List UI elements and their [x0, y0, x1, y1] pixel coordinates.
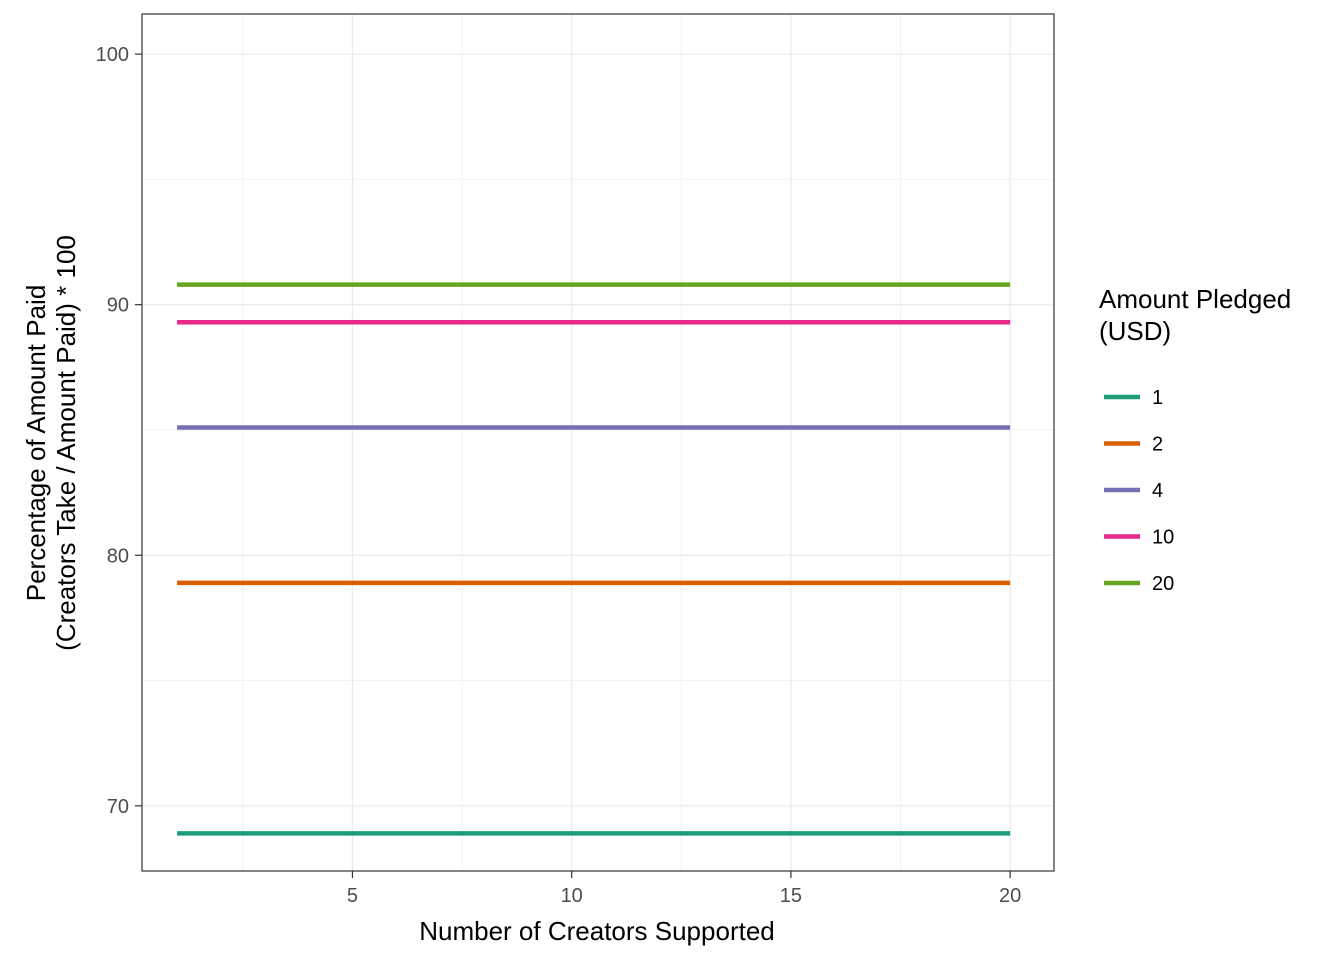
x-axis-title: Number of Creators Supported	[419, 916, 775, 946]
legend-item: 1	[1104, 387, 1163, 409]
x-tick-label: 15	[780, 885, 802, 907]
x-tick-label: 10	[561, 885, 583, 907]
y-tick-label: 90	[107, 295, 129, 317]
major-gridlines	[142, 14, 1054, 871]
panel-border	[141, 13, 1055, 872]
legend-item: 10	[1104, 527, 1174, 549]
legend-item: 2	[1104, 434, 1163, 456]
y-tick-label: 80	[107, 545, 129, 567]
x-tick-label: 20	[999, 885, 1021, 907]
y-axis-title-line2: (Creators Take / Amount Paid) * 100	[51, 235, 81, 651]
legend-label: 10	[1152, 527, 1174, 549]
y-tick-label: 100	[96, 44, 129, 66]
y-tick-label: 70	[107, 796, 129, 818]
legend-items: 1 2 4 10 20	[1104, 387, 1174, 595]
legend-item: 4	[1104, 480, 1163, 502]
y-axis-title-line1: Percentage of Amount Paid	[21, 285, 51, 602]
x-tick-label: 5	[347, 885, 358, 907]
legend-title-line2: (USD)	[1099, 316, 1171, 346]
series-lines	[177, 282, 1011, 836]
legend-label: 4	[1152, 480, 1163, 502]
minor-gridlines	[142, 14, 1054, 871]
legend-label: 1	[1152, 387, 1163, 409]
legend-item: 20	[1104, 573, 1174, 595]
x-axis: 5 10 15 20	[347, 871, 1021, 907]
legend-label: 2	[1152, 434, 1163, 456]
legend-title-line1: Amount Pledged	[1099, 284, 1291, 314]
y-axis-title: Percentage of Amount Paid (Creators Take…	[21, 235, 81, 651]
legend-label: 20	[1152, 573, 1174, 595]
legend: Amount Pledged (USD) 1 2 4 10 20	[1099, 284, 1291, 595]
y-axis: 70 80 90 100	[96, 44, 142, 818]
